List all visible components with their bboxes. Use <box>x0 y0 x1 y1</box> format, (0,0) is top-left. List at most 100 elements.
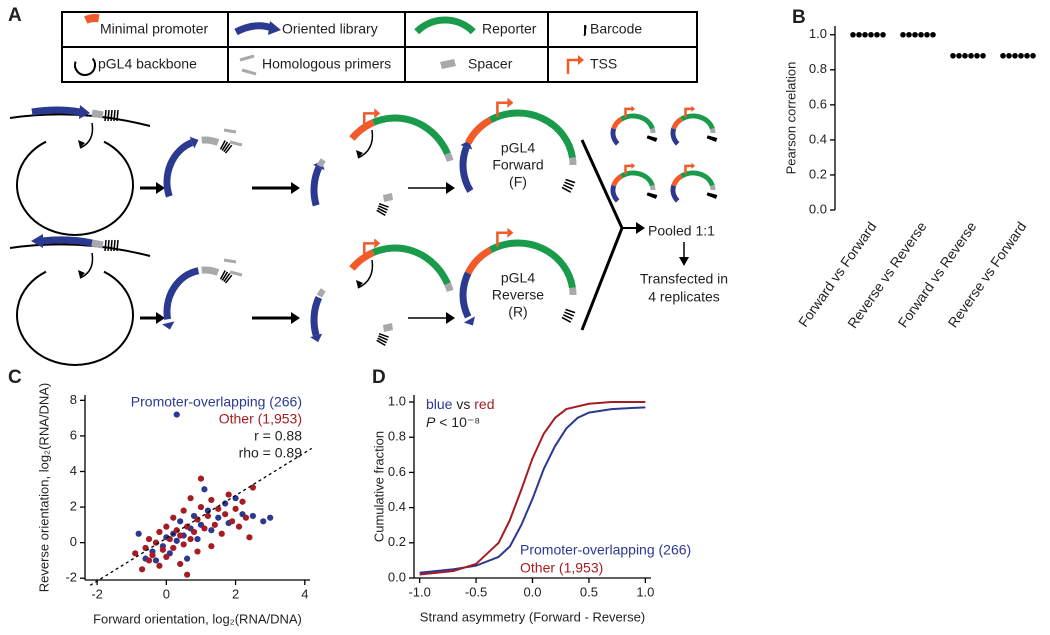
library <box>31 106 81 116</box>
dot <box>1006 52 1012 59</box>
barcode <box>104 109 107 122</box>
tss-head <box>578 55 584 65</box>
annotation-part: red <box>474 396 494 412</box>
dot <box>974 52 980 59</box>
x-tick-label: 4 <box>301 586 308 601</box>
tss <box>684 164 692 175</box>
legend-icon <box>440 59 456 69</box>
point <box>135 530 142 537</box>
point <box>149 551 156 559</box>
spacer <box>568 287 577 296</box>
library <box>310 166 323 207</box>
plasmid-label: (F) <box>509 174 527 190</box>
spacer <box>91 239 104 249</box>
x-tick-label: 0 <box>163 586 170 601</box>
plasmid-label: Reverse <box>492 287 544 303</box>
legend-label: Oriented library <box>282 21 378 37</box>
spacer <box>316 288 326 298</box>
promoter <box>349 249 375 271</box>
tss <box>566 58 578 74</box>
point <box>177 518 184 525</box>
barcode <box>647 135 658 140</box>
arrowhead <box>78 140 85 148</box>
x-tick-label: 0.5 <box>580 584 598 599</box>
legend-icon <box>239 54 257 76</box>
dot <box>874 31 880 38</box>
spacer <box>201 136 220 146</box>
transfect-label: 4 replicates <box>648 289 720 305</box>
dot <box>906 31 912 38</box>
point <box>201 486 208 493</box>
dot <box>1030 52 1036 59</box>
y-tick-label: 0.4 <box>809 131 827 146</box>
reference-line <box>89 447 313 586</box>
barcode <box>707 192 718 197</box>
point <box>225 491 232 498</box>
reporter <box>371 114 451 156</box>
point <box>249 484 256 491</box>
y-tick-label: 6 <box>70 427 77 442</box>
point <box>232 505 239 512</box>
panel-label: B <box>792 7 806 28</box>
point <box>222 500 229 507</box>
primer <box>223 128 243 147</box>
tss <box>363 112 375 128</box>
point <box>170 514 177 521</box>
panel-label: D <box>372 367 386 388</box>
legend-label: Other (1,953) <box>520 560 603 576</box>
barcode <box>219 270 226 280</box>
dot <box>962 52 968 59</box>
library <box>610 127 620 146</box>
barcode <box>646 193 657 198</box>
barcode <box>564 181 575 187</box>
point <box>204 512 211 520</box>
point <box>215 505 222 512</box>
point <box>145 557 153 564</box>
reporter <box>620 170 655 187</box>
annotation-part: P <box>426 414 436 430</box>
arrowhead <box>356 150 363 158</box>
barcode <box>706 193 717 198</box>
point <box>132 550 139 557</box>
dot <box>856 31 862 38</box>
legend-label: Promoter-overlapping (266) <box>131 394 302 410</box>
barcode <box>223 273 231 283</box>
reporter <box>488 239 576 289</box>
x-tick-label: 0.0 <box>523 584 541 599</box>
spacer <box>709 184 716 191</box>
insert-arrow <box>79 252 94 279</box>
arrowhead <box>291 312 300 324</box>
annotation-part: < 10⁻⁸ <box>435 414 480 430</box>
point <box>139 566 146 573</box>
cdf-line <box>419 401 646 576</box>
dot <box>880 31 886 38</box>
spacer <box>444 282 454 292</box>
promoter <box>465 116 493 145</box>
point <box>170 544 177 552</box>
point <box>163 523 170 530</box>
backbone <box>16 140 134 236</box>
legend-icon <box>268 21 281 35</box>
annotation-part: blue <box>426 396 453 412</box>
dot <box>912 31 918 38</box>
point <box>187 495 194 502</box>
legend-icon <box>74 57 96 76</box>
reporter <box>680 113 715 130</box>
dot <box>1024 52 1030 59</box>
point <box>201 525 208 532</box>
legend-label: Promoter-overlapping (266) <box>520 542 691 558</box>
backbone <box>9 243 151 257</box>
annotation: r = 0.88 <box>254 428 302 444</box>
insert-arrow <box>357 259 374 289</box>
point <box>197 503 205 511</box>
barcode <box>565 178 576 184</box>
legend-label: pGL4 backbone <box>98 56 197 72</box>
point <box>163 553 170 560</box>
point <box>156 562 163 569</box>
tss <box>496 101 508 117</box>
point <box>267 514 274 521</box>
spacer <box>383 323 393 332</box>
arrowhead <box>31 234 43 248</box>
point <box>229 518 236 525</box>
y-tick-label: 0.6 <box>388 464 406 479</box>
